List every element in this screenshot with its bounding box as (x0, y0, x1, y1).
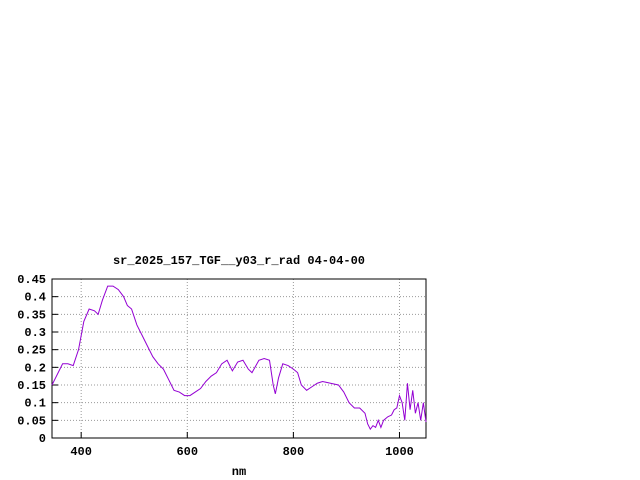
y-tick-label: 0.05 (17, 414, 46, 428)
x-tick-label: 600 (176, 445, 198, 459)
y-tick-label: 0.2 (24, 361, 46, 375)
x-tick-label: 400 (70, 445, 92, 459)
y-tick-label: 0.45 (17, 273, 46, 287)
y-tick-label: 0.4 (24, 291, 46, 305)
data-line (51, 285, 427, 431)
y-tick-label: 0 (39, 432, 46, 446)
y-tick-label: 0.35 (17, 308, 46, 322)
x-tick-label: 1000 (385, 445, 414, 459)
x-tick-label: 800 (283, 445, 305, 459)
y-tick-label: 0.3 (24, 326, 46, 340)
chart-title: sr_2025_157_TGF__y03_r_rad 04-04-00 (113, 254, 365, 268)
y-tick-label: 0.15 (17, 379, 46, 393)
x-axis-label: nm (232, 465, 246, 479)
y-tick-label: 0.25 (17, 344, 46, 358)
y-tick-label: 0.1 (24, 397, 46, 411)
plot-frame (51, 278, 427, 439)
